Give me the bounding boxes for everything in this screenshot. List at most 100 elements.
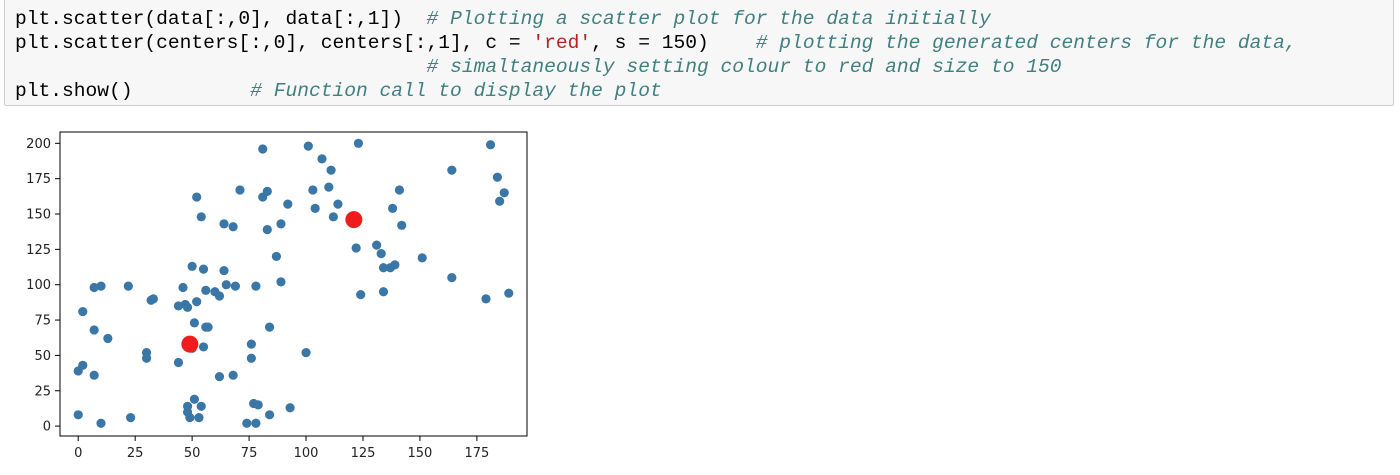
- y-tick-label: 75: [34, 314, 51, 329]
- data-point: [397, 220, 407, 230]
- data-point: [485, 140, 496, 150]
- data-point: [264, 322, 275, 332]
- data-point: [89, 325, 99, 335]
- data-point: [96, 418, 106, 428]
- y-tick-label: 150: [26, 208, 51, 223]
- x-tick-label: 150: [408, 446, 433, 461]
- x-tick-label: 50: [184, 446, 201, 461]
- data-point: [214, 372, 225, 382]
- data-point: [246, 339, 256, 349]
- data-point: [417, 253, 427, 263]
- data-point: [253, 400, 263, 410]
- y-tick-label: 200: [26, 137, 51, 152]
- data-point: [251, 418, 261, 428]
- data-point: [192, 297, 202, 307]
- code-line-3: # simaltaneously setting colour to red a…: [15, 55, 1062, 79]
- data-point: [173, 301, 184, 311]
- x-tick-label: 175: [464, 446, 489, 461]
- data-point: [198, 342, 209, 352]
- data-point: [251, 281, 261, 291]
- center-point: [181, 335, 199, 353]
- data-point: [203, 322, 213, 332]
- data-point: [301, 347, 311, 358]
- data-point: [219, 265, 229, 276]
- data-point: [173, 357, 184, 368]
- data-point: [201, 285, 211, 295]
- data-point: [189, 318, 200, 328]
- data-point: [89, 370, 99, 380]
- data-point: [123, 281, 133, 291]
- data-point: [185, 413, 195, 423]
- data-point: [126, 413, 136, 423]
- data-point: [504, 288, 514, 298]
- data-point: [447, 273, 457, 283]
- data-point: [178, 282, 188, 293]
- code-line-4: plt.show() # Function call to display th…: [15, 79, 662, 103]
- axes-frame: [59, 131, 528, 437]
- data-point: [276, 277, 286, 287]
- data-point: [221, 280, 231, 290]
- code-cell[interactable]: plt.scatter(data[:,0], data[:,1]) # Plot…: [4, 0, 1394, 106]
- data-point: [258, 144, 268, 154]
- code-comment: # Plotting a scatter plot for the data i…: [426, 8, 991, 30]
- code-comment: # simaltaneously setting colour to red a…: [426, 56, 1062, 78]
- data-point: [317, 154, 327, 164]
- code-text: [15, 56, 427, 78]
- data-point: [356, 290, 366, 300]
- data-point: [189, 394, 200, 404]
- data-point: [194, 413, 204, 423]
- data-point: [328, 212, 338, 222]
- data-point: [78, 306, 88, 317]
- data-point: [495, 196, 505, 206]
- data-point: [264, 410, 275, 420]
- data-point: [447, 165, 457, 175]
- data-point: [262, 224, 272, 235]
- data-point: [492, 172, 502, 182]
- data-point: [196, 212, 206, 222]
- data-point: [481, 294, 491, 304]
- data-point: [271, 251, 282, 262]
- code-text: , s = 150): [591, 32, 756, 54]
- data-point: [89, 282, 99, 293]
- code-text: plt.scatter(data[:,0], data[:,1]): [15, 8, 427, 30]
- data-point: [73, 410, 83, 420]
- data-point: [230, 281, 241, 291]
- data-point: [353, 138, 364, 148]
- y-tick-label: 0: [43, 420, 51, 435]
- code-comment: # plotting the generated centers for the…: [755, 32, 1297, 54]
- code-text: plt.scatter(centers[:,0], centers[:,1], …: [15, 32, 533, 54]
- code-line-2: plt.scatter(centers[:,0], centers[:,1], …: [15, 31, 1297, 55]
- y-tick-label: 50: [34, 349, 51, 364]
- data-point: [378, 287, 389, 297]
- x-tick-label: 0: [74, 446, 82, 461]
- center-point: [345, 211, 363, 229]
- data-point: [196, 401, 206, 411]
- data-point: [103, 333, 113, 344]
- data-point: [333, 199, 343, 209]
- code-text: plt.show(): [15, 80, 251, 102]
- y-tick-label: 175: [26, 172, 51, 187]
- data-point: [187, 261, 197, 271]
- data-point: [303, 141, 313, 151]
- data-point: [326, 165, 336, 175]
- data-point: [283, 199, 293, 209]
- data-point: [351, 243, 361, 253]
- data-point: [182, 302, 193, 312]
- code-string: 'red': [532, 32, 592, 54]
- data-point: [192, 192, 202, 202]
- data-point: [285, 403, 295, 413]
- data-point: [390, 260, 400, 270]
- data-point: [78, 360, 88, 370]
- data-point: [324, 182, 334, 192]
- data-point: [308, 185, 318, 195]
- data-point: [394, 185, 405, 195]
- data-point: [228, 370, 238, 380]
- x-tick-label: 125: [351, 446, 376, 461]
- x-tick-label: 100: [294, 446, 319, 461]
- x-tick-label: 25: [127, 446, 144, 461]
- data-point: [198, 264, 209, 274]
- data-point: [262, 186, 272, 196]
- data-point: [141, 353, 152, 363]
- data-point: [376, 249, 386, 259]
- data-point: [235, 185, 245, 195]
